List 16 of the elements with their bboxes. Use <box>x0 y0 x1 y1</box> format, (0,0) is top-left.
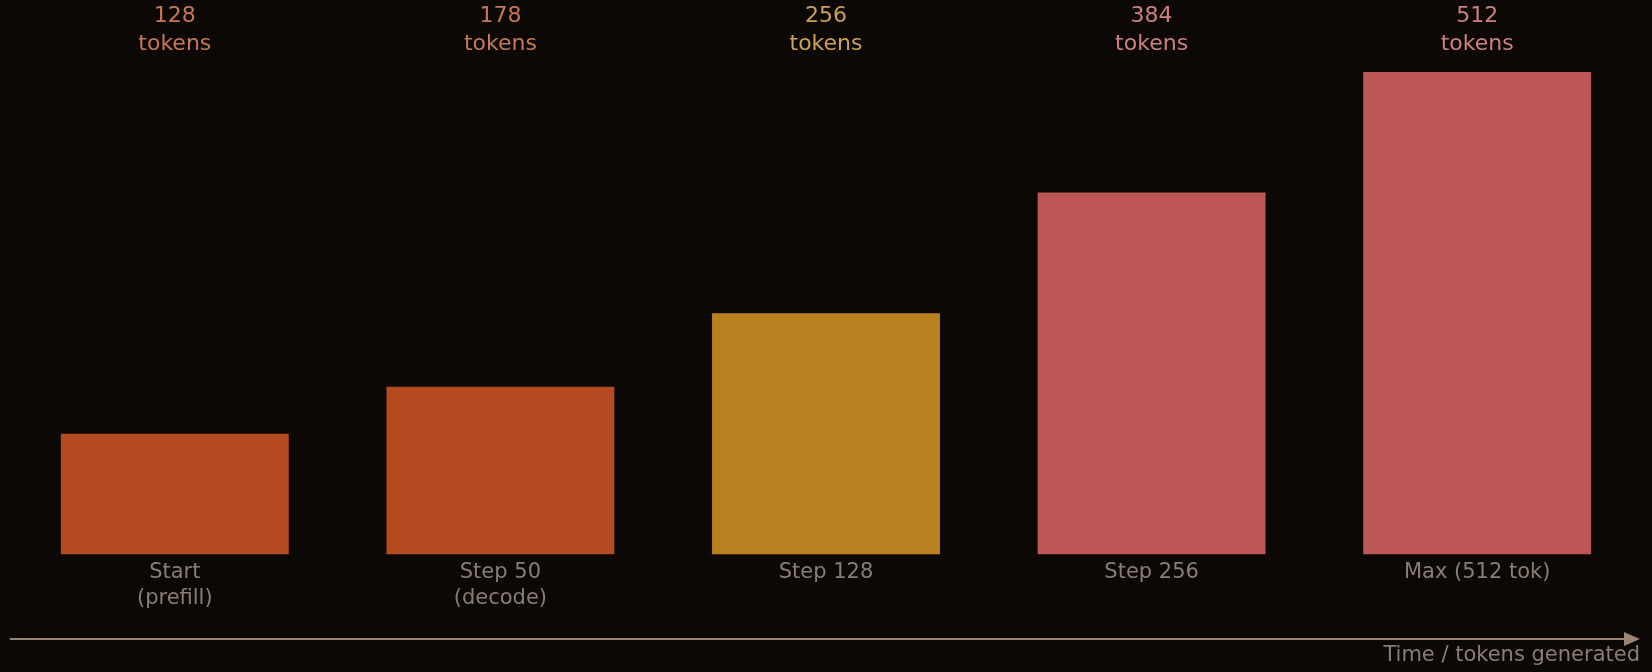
bar <box>386 386 615 555</box>
bar <box>1037 192 1266 555</box>
data-label: 178 tokens <box>463 1 537 55</box>
data-label: 512 tokens <box>1440 1 1514 55</box>
x-tick-label: Step 128 <box>778 559 874 584</box>
x-tick-label: Step 50 (decode) <box>453 559 548 609</box>
data-label: 384 tokens <box>1115 1 1189 55</box>
bar <box>1363 72 1592 555</box>
x-tick-label: Max (512 tok) <box>1403 559 1551 584</box>
x-tick-label: Step 256 <box>1104 559 1199 584</box>
x-tick-label: Start (prefill) <box>136 559 213 609</box>
data-label: 128 tokens <box>138 1 212 55</box>
bar <box>712 313 940 555</box>
x-axis-title: Time / tokens generated <box>1382 641 1640 666</box>
data-label: 256 tokens <box>789 1 863 55</box>
bar <box>60 433 289 555</box>
